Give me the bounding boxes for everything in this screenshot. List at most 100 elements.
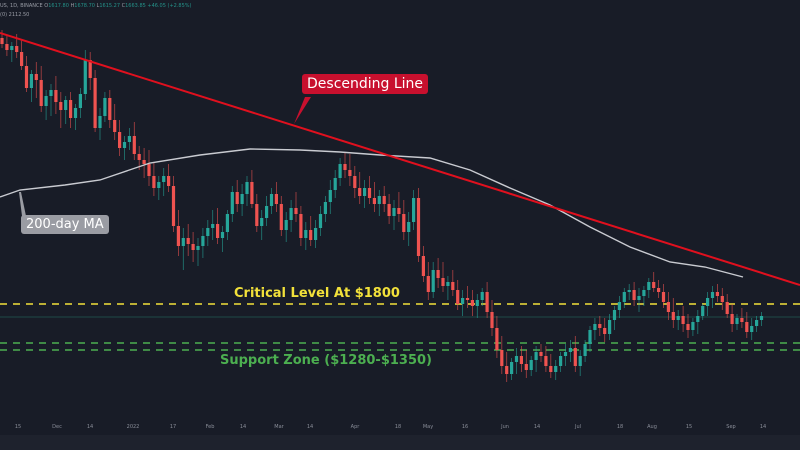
candle-body [637,296,641,300]
candle-body [73,108,78,118]
candle-body [338,164,342,178]
critical-level-label: Critical Level At $1800 [234,286,400,301]
candle-body [309,230,313,240]
candle-body [348,170,352,176]
candle-body [559,356,563,366]
candle-body [397,208,401,214]
low-label: L [96,3,100,9]
ma200-line [0,148,744,278]
candle-body [20,52,24,66]
symbol-info: US, 1D, BINANCE [0,3,43,9]
candle-body [88,60,92,78]
candle-body [78,94,82,108]
candle-body [382,196,386,204]
candle-body [583,344,587,356]
candle-body [603,328,607,334]
candle-body [500,350,504,366]
candle-body [64,100,68,110]
x-tick-label: 15 [685,424,693,430]
candle-body [157,182,161,188]
candle-body [39,80,43,106]
candle-body [715,292,719,296]
candle-body [343,164,347,170]
candle-body [103,98,107,116]
candle-body [152,176,156,188]
x-tick-label: 14 [239,424,247,430]
candle-body [563,352,568,356]
candle-body [333,178,337,190]
candle-body [612,310,617,320]
candle-body [755,320,759,326]
candle-body [759,316,764,320]
candle-body [617,302,621,310]
x-tick-label: Apr [350,424,360,430]
candle-body [568,348,572,352]
candle-body [470,300,474,306]
support-zone-label: Support Zone ($1280-$1350) [220,353,432,368]
candle-body [29,74,33,88]
time-axis[interactable]: 15 Dec 14 2022 17 Feb 14 Mar 14 Apr 18 May 16 Jun 14 Ju… [0,420,800,432]
candle-body [363,188,367,196]
candle-body [725,302,729,314]
candle-body [328,190,332,202]
candle-body [544,356,548,366]
high-value: 1678.70 [74,3,95,9]
open-label: O [44,3,49,9]
candle-body [186,238,190,244]
candle-body [137,154,141,160]
candle-body [235,192,239,204]
x-tick-label: Jul [574,424,582,430]
candle-body [113,120,117,132]
candle-body [740,318,744,322]
candle-body [108,98,112,120]
ma-legend-row: (0) 2112.50 [0,12,30,18]
candle-body [260,218,264,226]
candle-body [323,202,327,214]
candle-body [735,318,739,324]
x-tick-label: 14 [86,424,94,430]
candle-body [652,282,656,288]
price-chart[interactable] [0,0,800,420]
candle-body [191,244,195,250]
candle-body [279,204,283,230]
x-tick-label: Sep [726,424,736,430]
candle-body [142,160,146,164]
x-tick-label: May [422,424,434,430]
candle-body [24,66,29,88]
bottom-toolbar [0,435,800,450]
x-tick-label: Dec [52,424,62,430]
candle-body [696,316,700,322]
candle-body [118,132,122,148]
candle-body [578,356,582,366]
candle-body [686,324,690,330]
candle-body [265,206,269,218]
candle-body [147,164,151,176]
low-value: 1615.27 [99,3,121,9]
candle-body [485,292,489,312]
candle-body [750,326,754,332]
candle-body [465,298,470,300]
change-value: +46.05 (+2.85%) [147,3,192,9]
candle-body [441,278,445,286]
candle-body [505,366,509,374]
ma-callout-pointer [19,192,26,216]
candle-body [421,256,425,276]
candle-body [539,352,543,356]
candle-body [534,352,538,360]
candle-body [701,306,705,316]
descending-callout-pointer [294,97,311,124]
candle-body [240,194,244,204]
candle-body [608,320,612,334]
candle-body [627,290,631,292]
x-tick-label: Aug [647,424,657,430]
candle-body [407,222,411,232]
candle-body [250,182,254,204]
candle-body [416,198,421,256]
candle-body [554,366,558,372]
x-tick-label: Mar [274,424,284,430]
candle-body [510,362,514,374]
candle-body [647,282,651,290]
candle-body [132,136,136,154]
candle-body [83,60,87,94]
candle-body [314,228,318,240]
